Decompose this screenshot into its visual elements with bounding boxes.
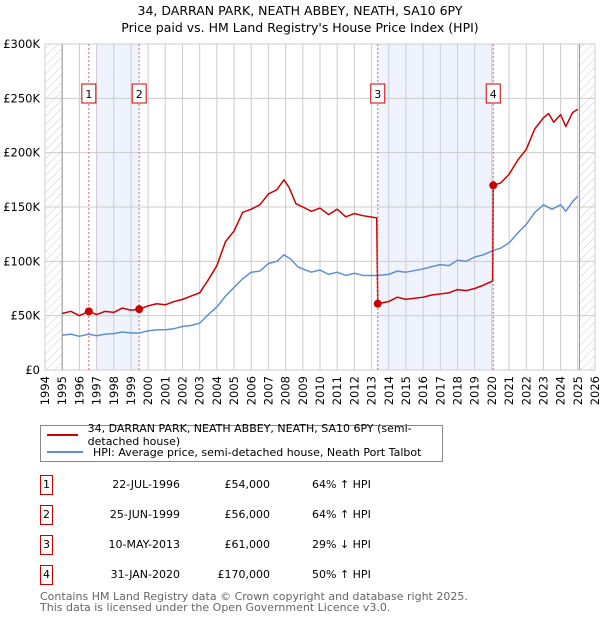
sale-price: £56,000 <box>224 508 271 521</box>
x-tick-label: 2015 <box>399 376 413 405</box>
sale-price: £170,000 <box>217 568 271 581</box>
legend-item-hpi: HPI: Average price, semi-detached house,… <box>47 444 421 460</box>
x-tick-label: 2025 <box>571 376 585 405</box>
sale-point <box>84 307 93 316</box>
x-tick-label: 2001 <box>158 376 172 405</box>
x-tick-label: 2010 <box>313 376 327 405</box>
footer: Contains HM Land Registry data © Crown c… <box>40 591 468 613</box>
chart-title: 34, DARRAN PARK, NEATH ABBEY, NEATH, SA1… <box>0 2 600 36</box>
chart-title-line2: Price paid vs. HM Land Registry's House … <box>121 20 479 35</box>
price-chart: 1994 1995 1996 1997 1998 1999 2000 2001 2002 2003… <box>3 37 600 405</box>
sale-date: 22-JUL-1996 <box>112 478 180 491</box>
y-tick-label: £150K <box>3 200 40 214</box>
legend-label-hpi: HPI: Average price, semi-detached house,… <box>93 445 422 459</box>
sale-label: 1 <box>85 88 92 101</box>
property-series-line <box>62 108 579 317</box>
x-tick-label: 2017 <box>433 376 447 405</box>
x-tick-label: 1994 <box>38 376 52 405</box>
y-tick-label: £300K <box>3 37 40 51</box>
y-tick-label: £250K <box>3 91 40 105</box>
x-tick-label: 2014 <box>382 376 396 405</box>
table-row: 3 10-MAY-2013 £61,000 29% ↓ HPI <box>40 535 440 555</box>
legend-label-property: 34, DARRAN PARK, NEATH ABBEY, NEATH, SA1… <box>87 422 412 448</box>
x-tick-label: 2021 <box>502 376 516 405</box>
sale-number: 2 <box>40 505 53 525</box>
sale-date: 10-MAY-2013 <box>108 538 180 551</box>
x-tick-label: 1997 <box>90 376 104 405</box>
x-tick-label: 2009 <box>296 376 310 405</box>
sale-point <box>373 299 382 308</box>
sale-number: 4 <box>40 565 53 585</box>
x-tick-label: 2007 <box>261 376 275 405</box>
legend-item-property: 34, DARRAN PARK, NEATH ABBEY, NEATH, SA1… <box>47 422 442 448</box>
x-tick-label: 2000 <box>141 376 155 405</box>
sale-hpi-diff: 64% ↑ HPI <box>312 508 371 521</box>
x-tick-label: 2016 <box>416 376 430 405</box>
x-tick-label: 1995 <box>55 376 69 405</box>
sale-point <box>135 305 144 314</box>
sale-date: 31-JAN-2020 <box>110 568 180 581</box>
sale-label-box <box>485 83 501 104</box>
x-tick-label: 2013 <box>365 376 379 405</box>
footer-licence: This data is licensed under the Open Gov… <box>40 601 391 614</box>
sale-label-box <box>131 83 147 104</box>
y-tick-label: £200K <box>3 146 40 160</box>
table-row: 2 25-JUN-1999 £56,000 64% ↑ HPI <box>40 505 440 525</box>
x-tick-label: 2020 <box>485 376 499 405</box>
sale-price: £61,000 <box>224 538 271 551</box>
sale-number: 1 <box>40 475 53 495</box>
x-tick-label: 2023 <box>536 376 550 405</box>
sale-point <box>489 181 498 190</box>
x-tick-label: 2012 <box>347 376 361 405</box>
legend-swatch-property <box>47 434 78 436</box>
chart-title-line1: 34, DARRAN PARK, NEATH ABBEY, NEATH, SA1… <box>137 3 463 18</box>
sale-hpi-diff: 50% ↑ HPI <box>312 568 371 581</box>
y-tick-label: £50K <box>11 309 41 323</box>
x-tick-label: 1996 <box>72 376 86 405</box>
x-tick-label: 2024 <box>554 376 568 405</box>
sale-number: 3 <box>40 535 53 555</box>
x-tick-label: 2006 <box>244 376 258 405</box>
footer-copyright: Contains HM Land Registry data © Crown c… <box>40 590 468 603</box>
x-tick-label: 2026 <box>588 376 600 405</box>
x-tick-label: 2011 <box>330 376 344 405</box>
sale-hpi-diff: 64% ↑ HPI <box>312 478 371 491</box>
legend-swatch-hpi <box>47 451 83 453</box>
x-tick-label: 2003 <box>193 376 207 405</box>
x-tick-label: 2022 <box>519 376 533 405</box>
sale-price: £54,000 <box>224 478 271 491</box>
y-tick-label: £0 <box>25 363 40 377</box>
x-tick-label: 2008 <box>279 376 293 405</box>
sale-label-box <box>370 83 386 104</box>
sale-label: 2 <box>136 88 143 101</box>
chart-legend: 34, DARRAN PARK, NEATH ABBEY, NEATH, SA1… <box>40 422 443 462</box>
x-tick-label: 1998 <box>107 376 121 405</box>
sale-label-box <box>81 83 97 104</box>
y-tick-label: £100K <box>3 254 40 268</box>
sale-label: 4 <box>490 88 497 101</box>
x-tick-label: 2002 <box>176 376 190 405</box>
x-tick-label: 2018 <box>451 376 465 405</box>
sale-hpi-diff: 29% ↓ HPI <box>312 538 371 551</box>
table-row: 1 22-JUL-1996 £54,000 64% ↑ HPI <box>40 475 440 495</box>
x-tick-label: 2004 <box>210 376 224 405</box>
table-row: 4 31-JAN-2020 £170,000 50% ↑ HPI <box>40 565 440 585</box>
x-tick-label: 2019 <box>468 376 482 405</box>
sale-label: 3 <box>374 88 381 101</box>
x-tick-label: 1999 <box>124 376 138 405</box>
sale-date: 25-JUN-1999 <box>109 508 180 521</box>
hpi-series-line <box>62 195 579 338</box>
x-tick-label: 2005 <box>227 376 241 405</box>
